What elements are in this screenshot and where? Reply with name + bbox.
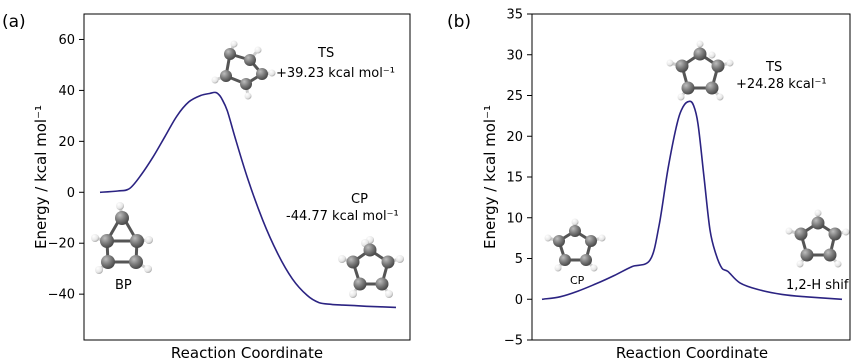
panel-b-y-tick-label: 35 (506, 8, 523, 23)
panel-a-y-ticks: −40 −20 0 20 40 60 (48, 33, 84, 303)
panel-b-y-tick-label: 15 (506, 171, 523, 186)
panel-a-label: (a) (2, 12, 26, 32)
panel-a-ts-energy: +39.23 kcal mol⁻¹ (276, 66, 395, 81)
ts-molecule (666, 40, 734, 101)
cp-molecule-right (785, 209, 850, 268)
panel-b-y-ticks: −5 0 5 10 15 20 25 30 35 (504, 8, 532, 349)
panel-b-y-tick-label: 20 (506, 130, 523, 145)
panel-a-cp-energy: -44.77 kcal mol⁻¹ (286, 209, 399, 224)
panel-b-y-tick-label: 30 (506, 48, 523, 63)
panel-a-y-tick-label: 0 (67, 186, 75, 201)
panel-b-y-tick-label: 25 (506, 89, 523, 104)
panel-b-label: (b) (447, 12, 471, 32)
panel-a-y-tick-label: 60 (58, 33, 75, 48)
panel-a-y-axis-label: Energy / kcal mol⁻¹ (32, 105, 50, 249)
cp-molecule-left (544, 218, 606, 272)
panel-a-bp-label: BP (115, 278, 132, 293)
panel-b-x-axis-label: Reaction Coordinate (616, 344, 768, 360)
bicyclic-bp-molecule (91, 202, 153, 274)
panel-b-y-tick-label: 0 (515, 293, 523, 308)
panel-a-x-axis-label: Reaction Coordinate (171, 344, 323, 360)
panel-b: (b) −5 0 5 10 15 20 25 30 35 Reaction Coordinate… (447, 8, 851, 360)
panel-b-ts-energy: +24.28 kcal⁻¹ (736, 77, 827, 92)
panel-b-y-tick-label: 10 (506, 211, 523, 226)
panel-b-cp-label: CP (570, 274, 585, 287)
panel-a-y-tick-label: −40 (48, 288, 75, 303)
panel-a-ts-label: TS (317, 46, 334, 61)
cyclopentadiene-cp-molecule (338, 236, 404, 298)
panel-b-y-axis-label: Energy / kcal mol⁻¹ (481, 105, 499, 249)
panel-b-y-tick-label: 5 (515, 252, 523, 267)
panel-a-y-tick-label: −20 (48, 237, 75, 252)
panel-a-y-tick-label: 20 (58, 135, 75, 150)
panel-a: (a) −40 −20 0 20 40 60 Reaction Coordinate En… (2, 12, 411, 360)
panel-b-ts-label: TS (765, 60, 782, 75)
panel-b-shift-label: 1,2-H shif (786, 278, 849, 293)
panel-b-y-tick-label: −5 (504, 334, 523, 349)
panel-a-plot-frame (83, 13, 411, 341)
panel-a-y-tick-label: 40 (58, 84, 75, 99)
panel-a-cp-label: CP (351, 192, 368, 207)
panel-b-energy-curve (541, 100, 843, 301)
ts-molecule (211, 40, 276, 100)
panel-a-energy-curve (99, 91, 397, 309)
